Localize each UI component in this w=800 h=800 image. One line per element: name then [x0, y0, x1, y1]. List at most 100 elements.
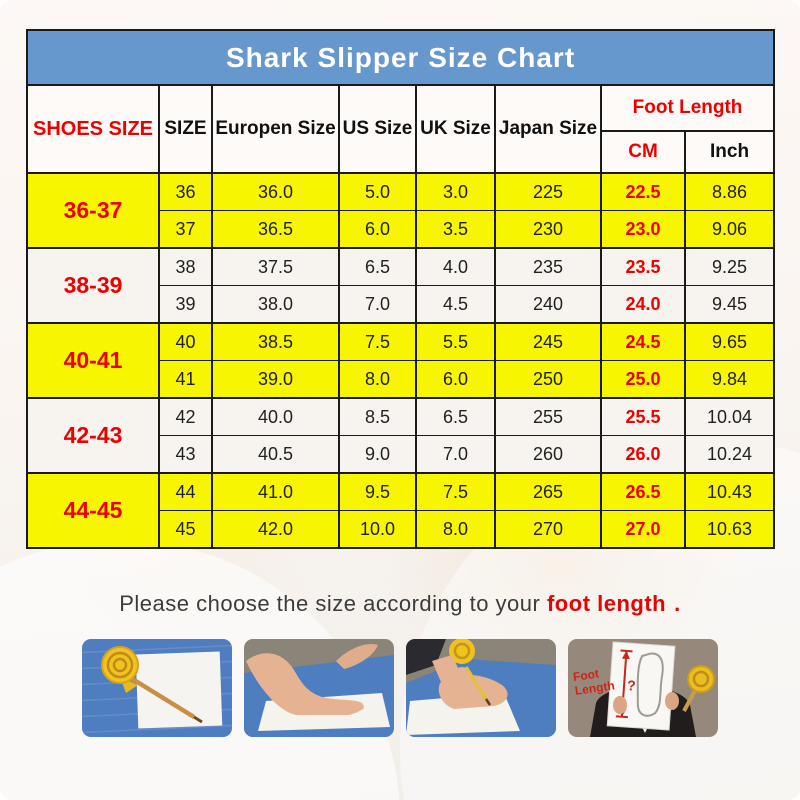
- title-row: Shark Slipper Size Chart: [25, 29, 776, 86]
- arrow-head-top: [621, 650, 630, 660]
- cell-cm: 22.5: [600, 172, 686, 211]
- col-header-japan-size: Japan Size: [494, 84, 602, 174]
- cell-cm: 27.0: [600, 510, 686, 549]
- table-row: 45 42.0 10.0 8.0 270 27.0 10.63: [27, 510, 776, 549]
- table-row: 39 38.0 7.0 4.5 240 24.0 9.45: [27, 285, 776, 324]
- cell-us: 7.0: [338, 285, 417, 324]
- cell-japan: 270: [494, 510, 602, 549]
- cell-european: 38.0: [211, 285, 340, 324]
- cell-european: 37.5: [211, 247, 340, 286]
- foot-outline: [636, 652, 664, 717]
- cell-us: 8.5: [338, 397, 417, 436]
- table-row: 41 39.0 8.0 6.0 250 25.0 9.84: [27, 360, 776, 399]
- step-4-photo: ? Foot Length: [568, 639, 718, 737]
- cell-cm: 25.5: [600, 397, 686, 436]
- step-2-photo: [244, 639, 394, 737]
- step-3-photo: [406, 639, 556, 737]
- cell-inch: 9.84: [683, 360, 776, 399]
- cell-cm: 24.0: [600, 285, 686, 324]
- caption-highlight: foot length: [546, 591, 667, 616]
- step-1-photo: [82, 639, 232, 737]
- cell-us: 6.0: [338, 210, 417, 249]
- cell-us: 10.0: [338, 510, 417, 549]
- cell-uk: 5.5: [415, 322, 496, 361]
- cell-inch: 10.24: [683, 435, 776, 474]
- pencil-icon: [124, 673, 196, 719]
- yellow-roll-icon: [449, 639, 475, 664]
- cell-japan: 250: [494, 360, 602, 399]
- paper-sheet: [135, 651, 223, 729]
- cell-inch: 9.65: [683, 322, 776, 361]
- cell-cm: 24.5: [600, 322, 686, 361]
- size-chart-table: Shark Slipper Size Chart SHOES SIZE SIZE…: [25, 29, 776, 549]
- header-row: SHOES SIZE SIZE Europen Size US Size UK …: [26, 84, 776, 174]
- cell-japan: 255: [494, 397, 602, 436]
- dark-sleeve: [406, 639, 446, 675]
- pencil-tip: [484, 698, 492, 706]
- lollipop-icon: [682, 665, 715, 712]
- cell-size: 40: [158, 322, 213, 361]
- cell-uk: 4.5: [415, 285, 496, 324]
- cell-uk: 6.5: [415, 397, 496, 436]
- shoes-size-group-label: 42-43: [26, 397, 160, 474]
- cell-european: 41.0: [211, 472, 340, 511]
- col-header-cm: CM: [600, 130, 686, 174]
- cell-european: 40.5: [211, 435, 340, 474]
- cell-size: 39: [158, 285, 213, 324]
- caption: Please choose the size according to your…: [0, 591, 800, 617]
- cell-uk: 3.0: [415, 172, 496, 211]
- caption-text: Please choose the size according to your: [119, 591, 547, 616]
- right-hand: [665, 692, 679, 710]
- cell-japan: 240: [494, 285, 602, 324]
- cell-uk: 8.0: [415, 510, 496, 549]
- cell-japan: 230: [494, 210, 602, 249]
- cell-european: 42.0: [211, 510, 340, 549]
- cell-inch: 8.86: [683, 172, 776, 211]
- cell-japan: 260: [494, 435, 602, 474]
- table-row: 40-41 40 38.5 7.5 5.5 245 24.5 9.65: [26, 322, 776, 399]
- table-row: 38-39 38 37.5 6.5 4.0 235 23.5 9.25: [26, 247, 776, 324]
- cell-uk: 7.5: [415, 472, 496, 511]
- cell-size: 36: [158, 172, 213, 211]
- measurement-steps: ? Foot Length: [0, 639, 800, 737]
- size-chart-body: 36-37 36 36.0 5.0 3.0 225 22.5 8.86 37 36.5 6.0 3.5…: [26, 172, 776, 549]
- cell-size: 38: [158, 247, 213, 286]
- subheader-row: CM Inch: [27, 130, 776, 174]
- shoes-size-group-label: 40-41: [26, 322, 160, 399]
- cell-size: 45: [158, 510, 213, 549]
- lollipop-icon: [101, 646, 139, 693]
- outline-sheet: ?: [606, 641, 676, 731]
- cell-us: 8.0: [338, 360, 417, 399]
- shoes-size-group-label: 38-39: [26, 247, 160, 324]
- cell-european: 39.0: [211, 360, 340, 399]
- table-row: 37 36.5 6.0 3.5 230 23.0 9.06: [27, 210, 776, 249]
- cell-inch: 9.45: [683, 285, 776, 324]
- table-row: 44-45 44 41.0 9.5 7.5 265 26.5 10.43: [26, 472, 776, 549]
- svg-text:Foot: Foot: [572, 666, 600, 683]
- cell-size: 37: [158, 210, 213, 249]
- cell-us: 9.5: [338, 472, 417, 511]
- svg-text:Length: Length: [574, 678, 616, 697]
- left-hand: [613, 696, 627, 714]
- col-header-european-size: Europen Size: [211, 84, 340, 174]
- cell-size: 43: [158, 435, 213, 474]
- cell-inch: 10.04: [683, 397, 776, 436]
- cell-european: 36.0: [211, 172, 340, 211]
- chart-title: Shark Slipper Size Chart: [25, 29, 776, 86]
- cell-inch: 9.25: [683, 247, 776, 286]
- cell-cm: 23.0: [600, 210, 686, 249]
- col-header-size: SIZE: [158, 84, 213, 174]
- col-header-shoes-size: SHOES SIZE: [26, 84, 160, 174]
- cell-uk: 7.0: [415, 435, 496, 474]
- cell-size: 41: [158, 360, 213, 399]
- toes: [350, 703, 364, 711]
- table-row: 42-43 42 40.0 8.5 6.5 255 25.5 10.04: [26, 397, 776, 474]
- cell-inch: 9.06: [683, 210, 776, 249]
- col-header-us-size: US Size: [338, 84, 417, 174]
- hand: [452, 667, 472, 687]
- cell-cm: 23.5: [600, 247, 686, 286]
- cell-cm: 26.5: [600, 472, 686, 511]
- cell-japan: 265: [494, 472, 602, 511]
- cell-us: 5.0: [338, 172, 417, 211]
